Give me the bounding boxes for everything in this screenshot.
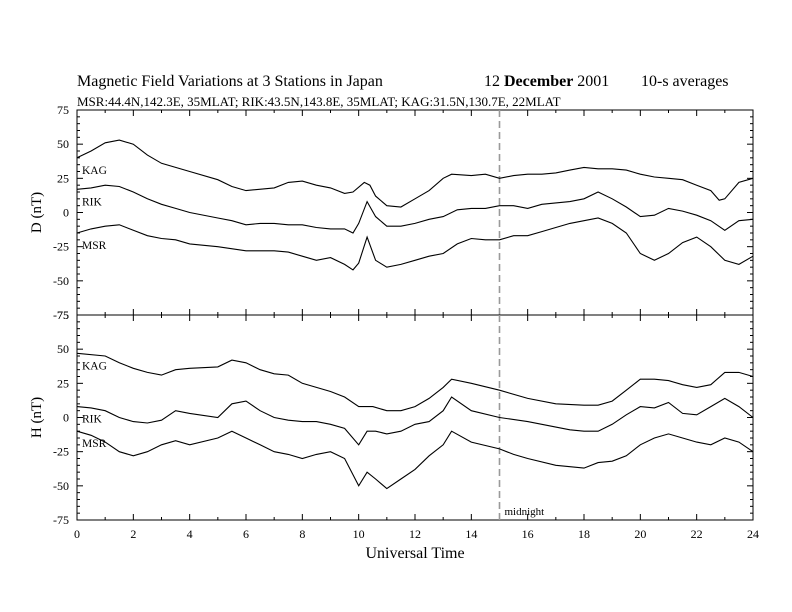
series-line-rik <box>76 396 754 446</box>
series-label-kag: KAG <box>82 360 107 372</box>
x-axis-label: Universal Time <box>365 545 464 562</box>
x-tick-label: 2 <box>130 527 136 541</box>
x-tick-label: 24 <box>747 527 759 541</box>
panel-frame <box>76 109 754 316</box>
y-tick-label: 50 <box>57 137 69 151</box>
x-tick-label: 10 <box>353 527 365 541</box>
series-line-rik <box>76 184 754 234</box>
date-year: 2001 <box>577 73 610 90</box>
series-label-kag: KAG <box>82 165 107 177</box>
series-line-msr <box>76 430 754 490</box>
y-tick-label: -75 <box>53 308 69 322</box>
y-tick-label: 0 <box>63 206 69 220</box>
panel-H: 75 50 25 0 -25 -50 -75 H (nT) midnight KAG RIK MSR 0… <box>29 308 759 562</box>
y-axis-label: H (nT) <box>29 397 45 438</box>
x-tick-label: 22 <box>691 527 703 541</box>
y-tick-label: -25 <box>53 445 69 459</box>
series-label-msr: MSR <box>82 438 107 450</box>
y-tick-label: 25 <box>57 171 69 185</box>
y-tick-label: 75 <box>57 103 69 117</box>
y-tick-label: 0 <box>63 411 69 425</box>
y-tick-label: -50 <box>53 274 69 288</box>
x-tick-label: 8 <box>299 527 305 541</box>
x-tick-label: 12 <box>409 527 421 541</box>
y-tick-label: -75 <box>53 513 69 527</box>
y-axis-label: D (nT) <box>29 192 45 233</box>
x-tick-label: 6 <box>243 527 249 541</box>
x-tick-label: 4 <box>187 527 193 541</box>
y-tick-label: 50 <box>57 342 69 356</box>
series-label-rik: RIK <box>82 196 103 208</box>
date-day: 12 <box>484 73 500 90</box>
y-tick-label: 25 <box>57 376 69 390</box>
y-tick-label: 75 <box>57 308 69 322</box>
x-tick-label: 0 <box>74 527 80 541</box>
y-tick-label: -25 <box>53 240 69 254</box>
x-tick-label: 16 <box>522 527 534 541</box>
series-label-rik: RIK <box>82 414 103 426</box>
y-tick-label: -50 <box>53 479 69 493</box>
series-line-kag <box>76 139 754 208</box>
x-tick-label: 14 <box>465 527 477 541</box>
panel-D: 75 50 25 0 -25 -50 -75 D (nT) KAG RIK MSR <box>29 103 754 322</box>
x-tick-label: 18 <box>578 527 590 541</box>
averaging-label: 10-s averages <box>641 73 729 90</box>
midnight-label: midnight <box>505 506 545 518</box>
station-info: MSR:44.4N,142.3E, 35MLAT; RIK:43.5N,143.… <box>77 94 561 109</box>
x-tick-label: 20 <box>634 527 646 541</box>
chart-title: Magnetic Field Variations at 3 Stations … <box>77 73 383 90</box>
date-month: December <box>504 73 574 90</box>
panel-frame <box>76 314 754 521</box>
series-label-msr: MSR <box>82 240 107 252</box>
chart-date: 12 December 2001 <box>484 73 609 91</box>
series-line-msr <box>76 217 754 271</box>
series-line-kag <box>76 352 754 412</box>
